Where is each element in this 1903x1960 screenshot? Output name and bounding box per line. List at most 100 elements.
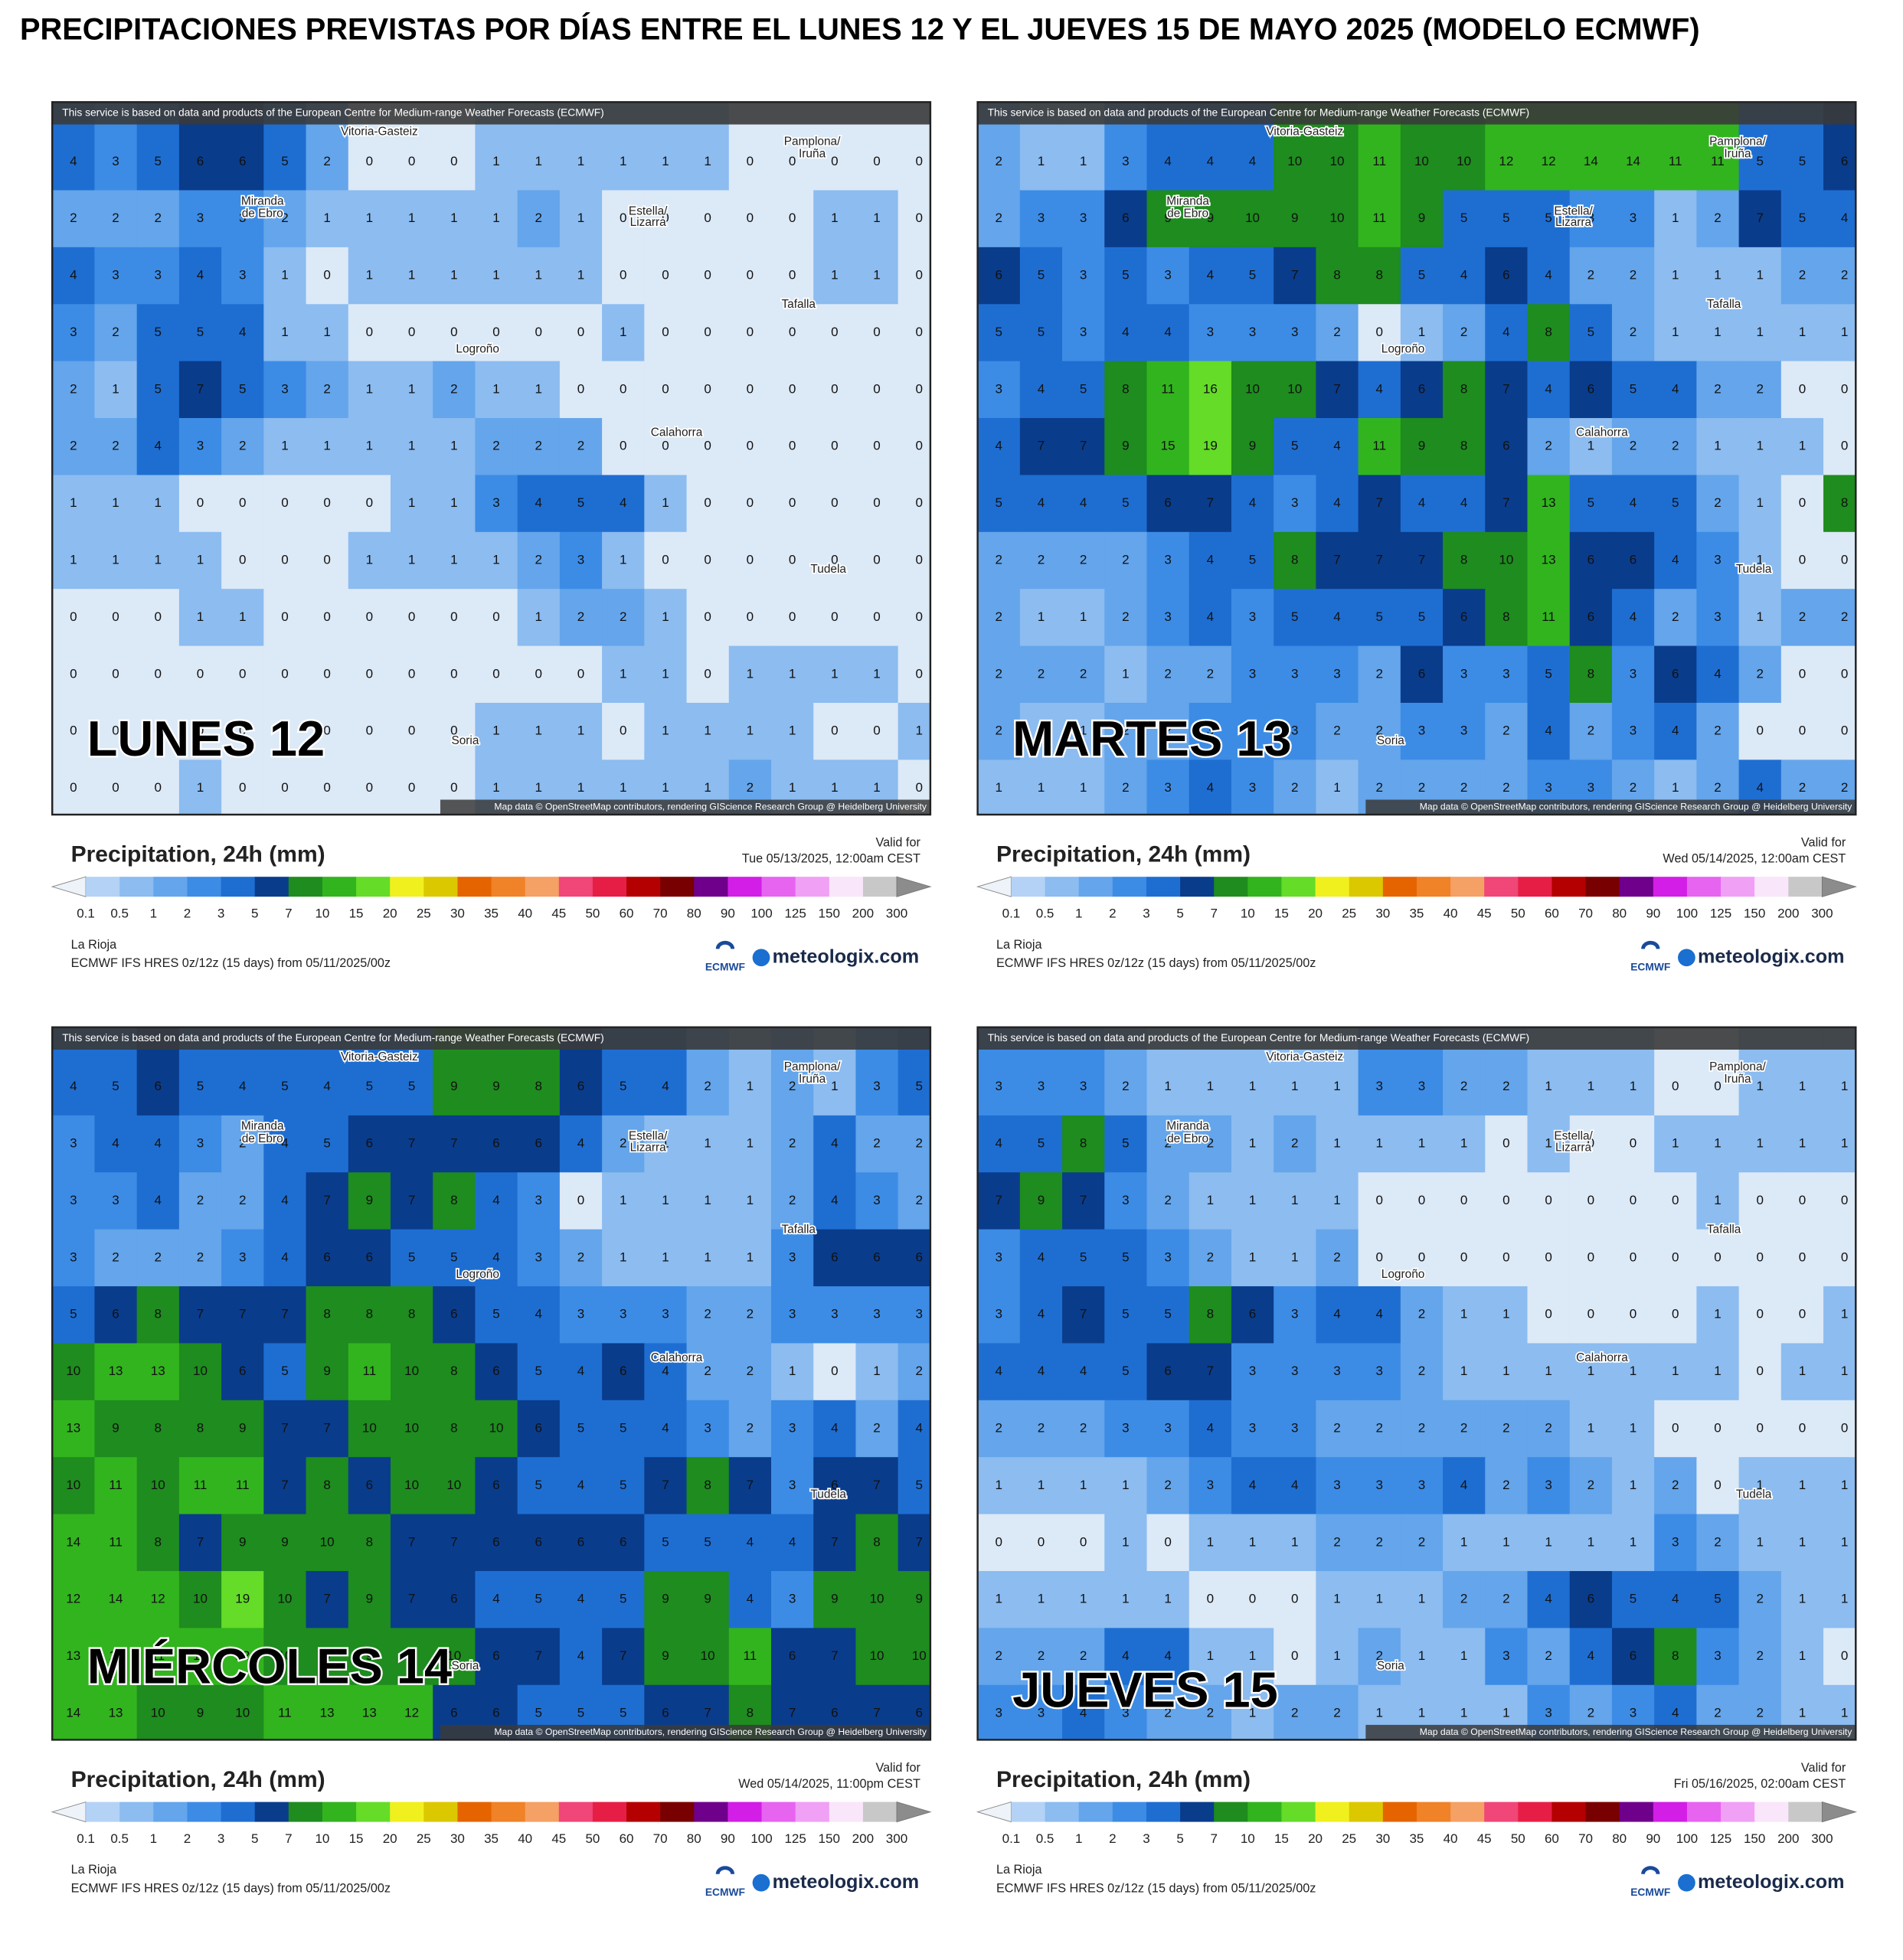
precip-cell	[1780, 531, 1824, 590]
cell-value: 5	[1418, 268, 1425, 283]
precip-cell	[1062, 1628, 1106, 1686]
cell-value: 11	[109, 1648, 123, 1663]
cell-value: 3	[1122, 1193, 1129, 1207]
cell-value: 1	[70, 553, 77, 567]
place-label: Lizarra	[1555, 1141, 1592, 1154]
precip-cell	[1527, 1172, 1571, 1230]
place-label: Calahorra	[651, 426, 703, 439]
cell-value: 0	[1207, 1592, 1214, 1606]
cell-value: 0	[1080, 1534, 1087, 1549]
cell-value: 4	[155, 1136, 162, 1151]
precip-cell	[813, 589, 857, 647]
precip-cell	[94, 645, 138, 704]
precip-cell	[1443, 531, 1486, 590]
cell-value: 5	[70, 1307, 77, 1321]
cell-value: 4	[1038, 381, 1045, 396]
cell-value: 5	[995, 325, 1002, 339]
precip-cell	[1443, 1514, 1486, 1572]
cell-value: 14	[1626, 154, 1640, 168]
bottom-attribution: Map data © OpenStreetMap contributors, r…	[494, 801, 927, 812]
precip-cell	[1823, 1115, 1856, 1174]
precip-cell	[1231, 1400, 1274, 1459]
cell-value: 1	[408, 211, 415, 225]
precip-cell	[1823, 1400, 1856, 1459]
cell-value: 1	[1630, 1478, 1637, 1492]
cell-value: 8	[450, 1193, 457, 1207]
precip-cell	[1527, 418, 1571, 476]
precip-cell	[1274, 760, 1317, 815]
cell-value: 2	[239, 1136, 246, 1151]
precip-cell	[136, 1628, 180, 1686]
cell-value: 1	[1080, 609, 1087, 624]
precip-cell	[1654, 475, 1698, 533]
bottom-attribution-bg	[1365, 1724, 1856, 1740]
cell-value: 2	[873, 1421, 880, 1436]
cell-value: 1	[1756, 325, 1763, 339]
precip-cell	[517, 1400, 561, 1459]
cell-value: 10	[1287, 381, 1302, 396]
cell-value: 1	[1714, 439, 1721, 453]
cell-value: 0	[112, 666, 119, 681]
precip-cell	[1738, 1286, 1782, 1344]
cell-value: 0	[1502, 1136, 1509, 1151]
place-label: Estella/	[1554, 1130, 1593, 1143]
precip-cell	[1062, 702, 1106, 761]
cell-value: 4	[1038, 1307, 1045, 1321]
precip-cell	[475, 1286, 518, 1344]
cell-value: 3	[831, 1307, 838, 1321]
cell-value: 1	[1164, 1592, 1171, 1606]
precip-cell	[136, 1570, 180, 1629]
cell-value: 2	[1714, 1534, 1721, 1549]
cell-value: 12	[1542, 154, 1556, 168]
precip-cell	[977, 247, 1021, 305]
cell-value: 4	[1291, 1478, 1298, 1492]
precip-cell	[728, 531, 772, 590]
precip-cell	[602, 1514, 646, 1572]
cell-value: 0	[155, 780, 162, 795]
legend-swatch	[119, 877, 154, 897]
cell-value: 3	[281, 381, 288, 396]
cell-value: 9	[1122, 439, 1129, 453]
precip-cell	[475, 1172, 518, 1230]
place-label: Miranda	[1166, 194, 1209, 207]
precip-cell	[1611, 1229, 1655, 1287]
valid-time: Fri 05/16/2025, 02:00am CEST	[1674, 1777, 1846, 1791]
legend-swatch	[1653, 877, 1688, 897]
cell-value: 3	[197, 211, 204, 225]
cell-value: 1	[535, 154, 542, 168]
cell-value: 3	[995, 1705, 1002, 1720]
precip-cell	[1231, 645, 1274, 704]
map: 3 3 3 2 1 1 1 1 1 3 3 2 2 1 1 1 0 0 1 1 14 5 8 5 2 2 1 2 1 1 1 1 0 1 0 0 1 1 1…	[977, 1027, 1856, 1740]
precip-cell	[1274, 531, 1317, 590]
legend-swatch	[390, 877, 424, 897]
precip-cell	[898, 1229, 930, 1287]
precip-cell	[94, 475, 138, 533]
cell-value: 5	[1587, 495, 1594, 510]
cell-value: 1	[1714, 1364, 1721, 1378]
cell-value: 4	[577, 1648, 584, 1663]
cell-value: 2	[1714, 724, 1721, 738]
precip-cell	[602, 1457, 646, 1515]
legend-level: 70	[653, 906, 668, 920]
cell-value: 1	[112, 553, 119, 567]
precip-cell	[306, 702, 349, 761]
precip-cell	[221, 1457, 265, 1515]
precip-cell	[1358, 1514, 1401, 1572]
legend-swatch	[761, 1802, 796, 1822]
precip-cell	[221, 1684, 265, 1740]
cell-value: 6	[1587, 553, 1594, 567]
precip-cell	[1146, 1514, 1190, 1572]
legend-level: 150	[819, 1831, 840, 1846]
precip-cell	[263, 760, 307, 815]
cell-value: 0	[1418, 1193, 1425, 1207]
precip-cell	[602, 1286, 646, 1344]
place-label: Lizarra	[1555, 216, 1592, 229]
cell-value: 0	[323, 268, 330, 283]
cell-value: 4	[1080, 1364, 1087, 1378]
cell-value: 0	[1799, 1250, 1806, 1264]
cell-value: 10	[404, 1364, 419, 1378]
cell-value: 1	[1038, 724, 1045, 738]
place-label: Iruña	[799, 148, 826, 161]
precip-cell	[1527, 304, 1571, 362]
cell-value: 5	[620, 1079, 626, 1093]
